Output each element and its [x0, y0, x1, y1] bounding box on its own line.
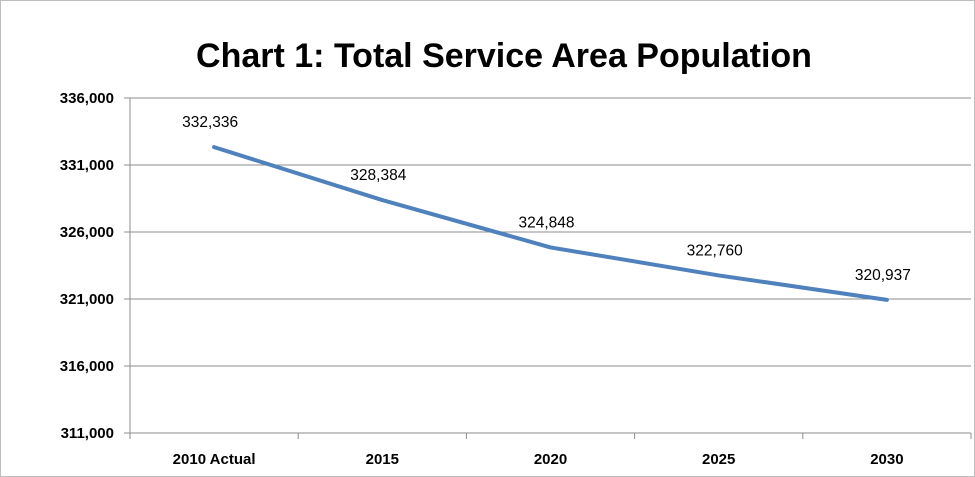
data-label: 324,848: [518, 214, 574, 231]
axes: [124, 97, 972, 439]
series-layer: [212, 145, 889, 302]
data-label: 320,937: [855, 267, 911, 284]
y-tick-label: 316,000: [60, 358, 114, 375]
x-tick-label: 2010 Actual: [173, 451, 256, 468]
y-tick-label: 321,000: [60, 291, 114, 308]
x-tick-label: 2015: [366, 451, 399, 468]
chart-title: Chart 1: Total Service Area Population: [196, 37, 812, 75]
y-tick-label: 331,000: [60, 157, 114, 174]
x-axis-tick-labels: 2010 Actual 2015 2020 2025 2030: [173, 451, 904, 468]
data-label: 322,760: [687, 242, 743, 259]
x-tick-label: 2025: [702, 451, 735, 468]
x-tick-label: 2020: [534, 451, 567, 468]
y-tick-label: 336,000: [60, 90, 114, 107]
y-axis-tick-labels: 311,000 316,000 321,000 326,000 331,000 336,0…: [60, 90, 114, 442]
data-label: 332,336: [182, 114, 238, 131]
gridlines: [130, 97, 971, 367]
y-tick-label: 326,000: [60, 224, 114, 241]
y-tick-label: 311,000: [61, 425, 114, 442]
data-label: 328,384: [350, 167, 406, 184]
data-labels: 332,336 328,384 324,848 322,760 320,937: [182, 114, 911, 284]
x-tick-label: 2030: [870, 451, 903, 468]
series-line: [212, 145, 889, 302]
